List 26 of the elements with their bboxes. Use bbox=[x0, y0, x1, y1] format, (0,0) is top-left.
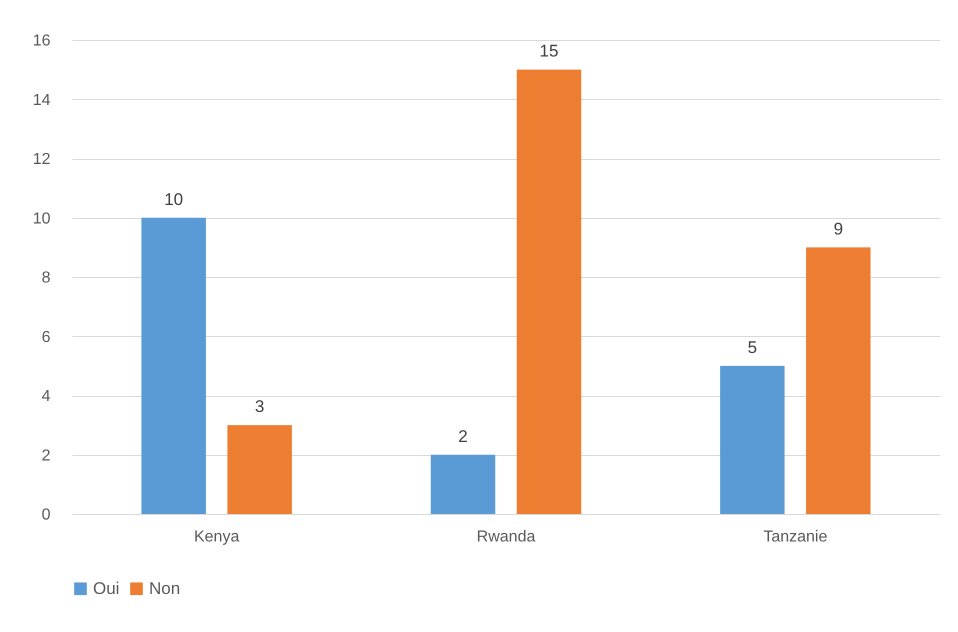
data-label: 3 bbox=[254, 397, 264, 416]
data-label: 15 bbox=[540, 42, 558, 61]
data-label: 9 bbox=[834, 219, 844, 238]
bar bbox=[720, 366, 785, 514]
bar bbox=[227, 425, 292, 514]
y-tick-label: 12 bbox=[32, 151, 51, 168]
y-tick-label: 10 bbox=[32, 210, 51, 228]
bar bbox=[516, 70, 582, 514]
x-tick-label: Rwanda bbox=[476, 528, 536, 546]
y-tick-label: 2 bbox=[42, 447, 51, 464]
y-tick-label: 16 bbox=[32, 32, 51, 50]
x-tick-label: Tanzanie bbox=[763, 528, 828, 546]
legend-label: Oui bbox=[93, 578, 120, 598]
y-tick-label: 8 bbox=[42, 270, 51, 286]
y-tick-label: 6 bbox=[42, 328, 51, 346]
data-label: 2 bbox=[458, 426, 468, 446]
data-label: 5 bbox=[748, 338, 758, 357]
y-tick-label: 0 bbox=[42, 506, 51, 524]
y-tick-label: 14 bbox=[32, 92, 51, 109]
y-tick-label: 4 bbox=[42, 388, 51, 405]
bar bbox=[806, 247, 871, 514]
bar bbox=[141, 218, 206, 514]
bar bbox=[430, 454, 496, 514]
legend-label: Non bbox=[149, 578, 180, 598]
x-tick-label: Kenya bbox=[194, 528, 240, 546]
data-label: 10 bbox=[164, 190, 184, 209]
